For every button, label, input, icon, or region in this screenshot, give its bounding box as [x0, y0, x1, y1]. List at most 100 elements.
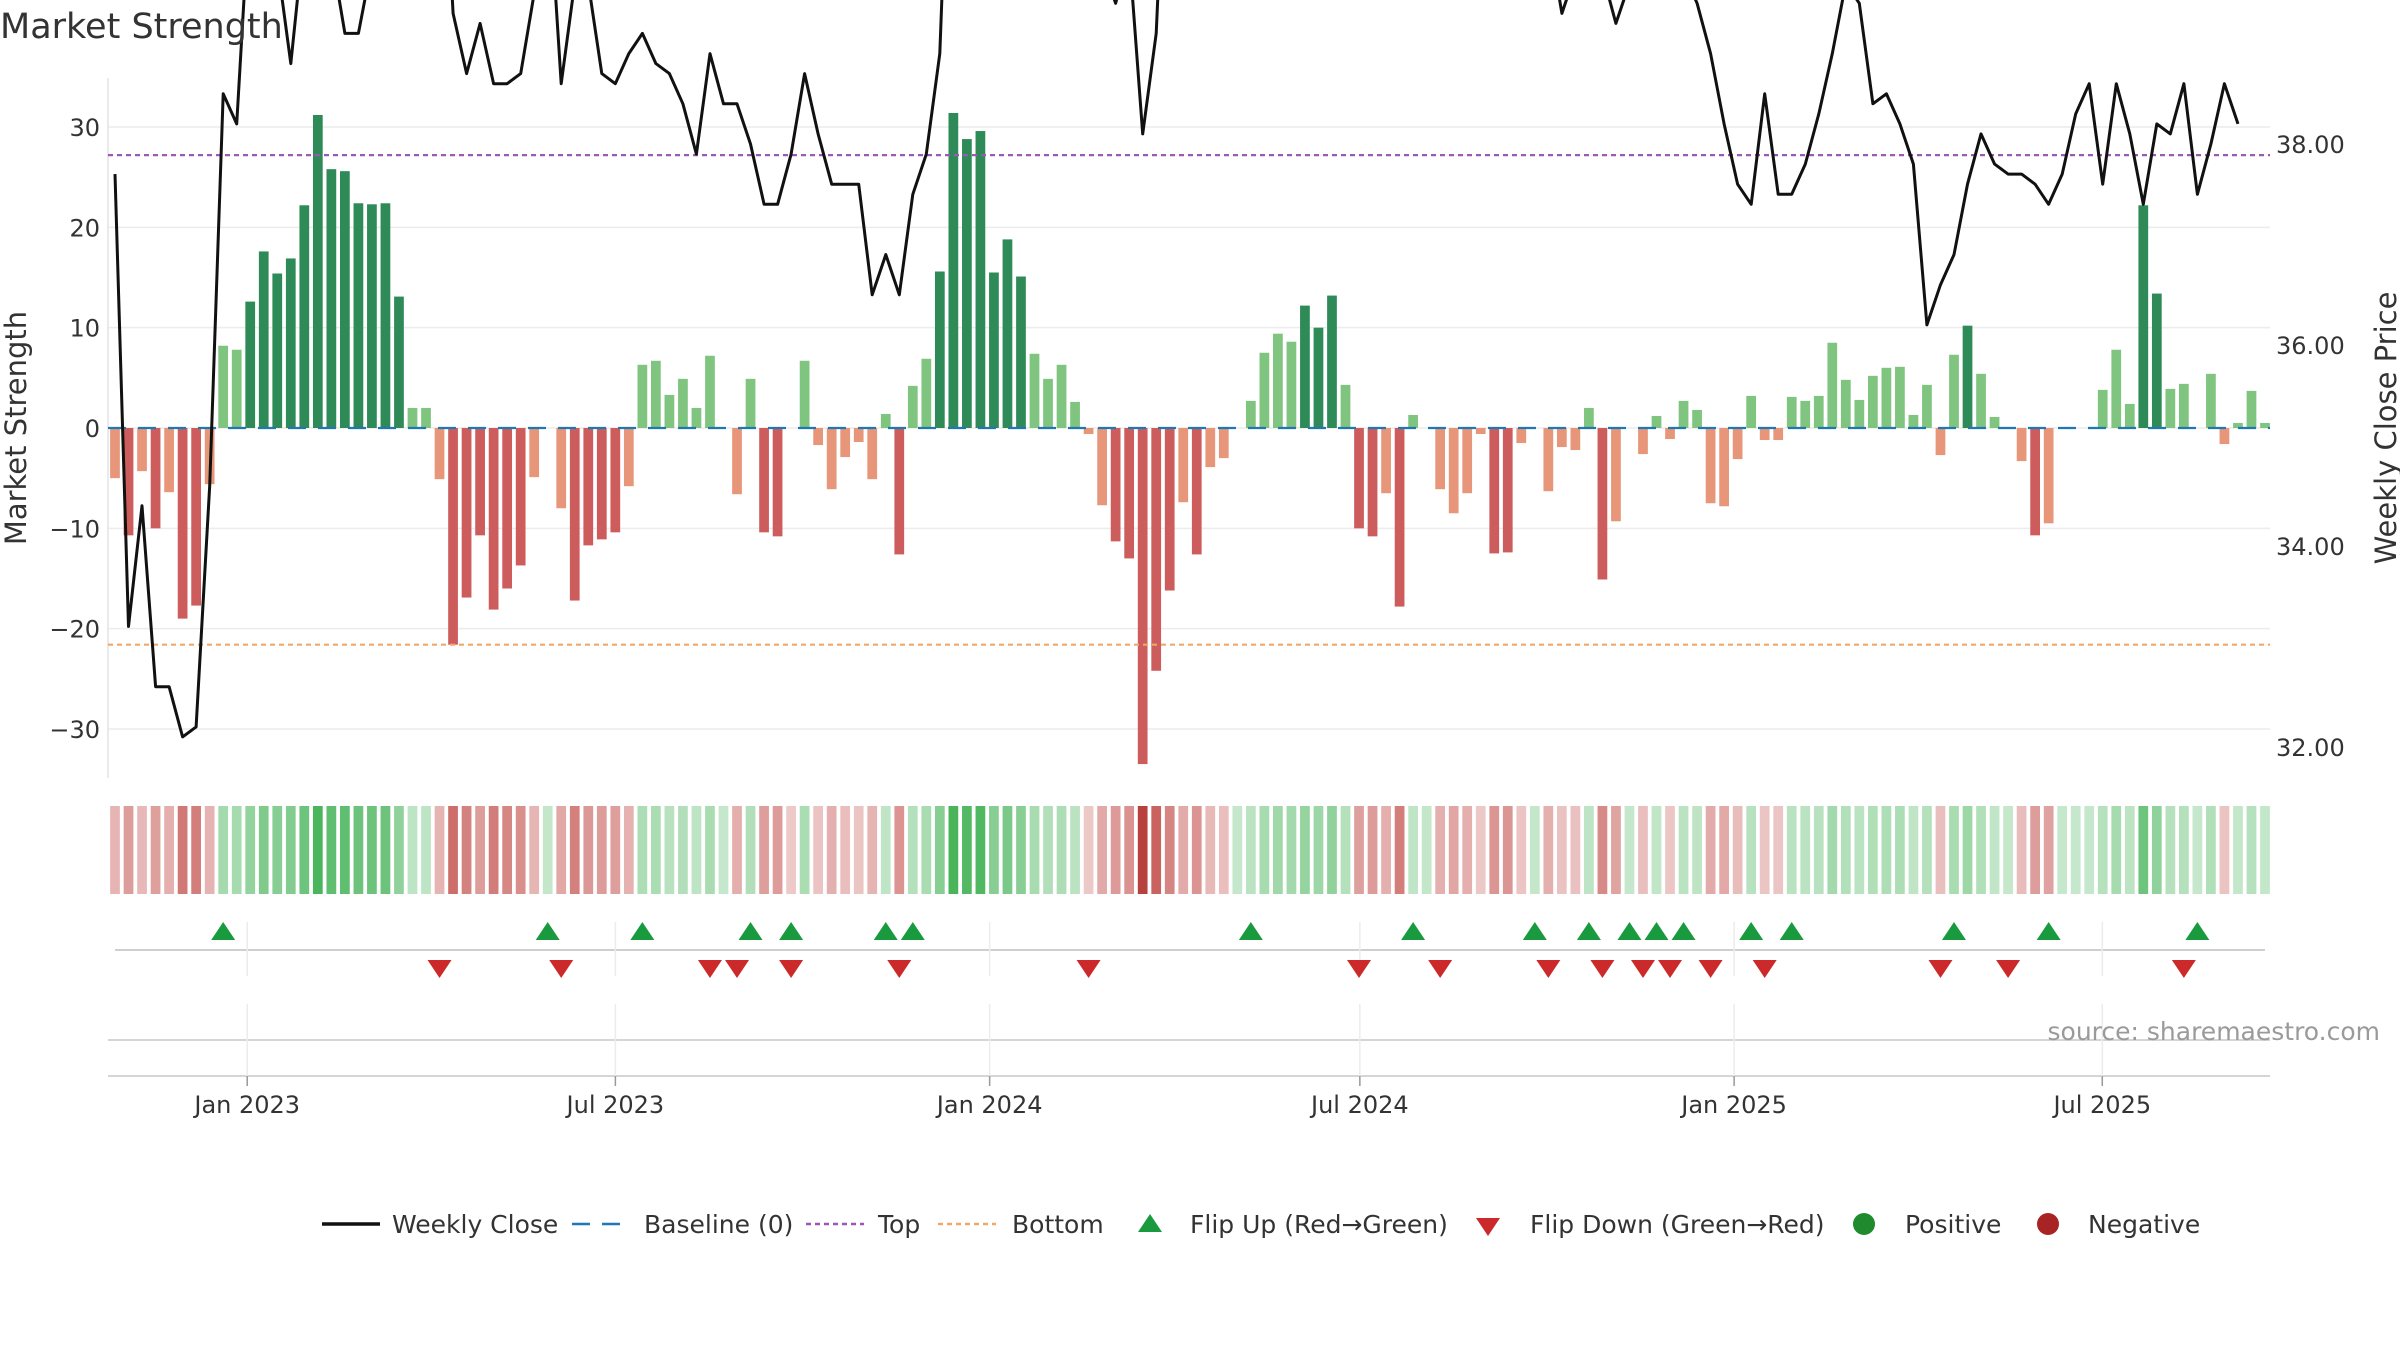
strip-cell	[542, 806, 553, 894]
flip-up-marker	[1941, 922, 1966, 940]
y2-tick-label: 36.00	[2276, 332, 2345, 360]
strip-cell	[299, 806, 310, 894]
strip-cell	[1083, 806, 1094, 894]
strength-bar	[434, 428, 445, 480]
x-tick-label: Jul 2023	[565, 1091, 665, 1119]
strength-bar	[272, 273, 283, 428]
y-tick-label: −30	[49, 716, 100, 744]
strength-bar	[2165, 388, 2176, 428]
strength-bar	[772, 428, 783, 537]
strip-cell	[1827, 806, 1838, 894]
strip-cell	[475, 806, 485, 894]
strip-cell	[1300, 806, 1310, 894]
strength-bar	[1651, 415, 1662, 428]
strength-bar	[1719, 428, 1729, 507]
strength-bar	[488, 428, 499, 610]
strength-bar	[894, 428, 905, 555]
strength-bar	[1286, 341, 1297, 428]
x-tick-label: Jan 2024	[935, 1091, 1043, 1119]
flip-up-marker	[1401, 922, 1426, 940]
y2-tick-label: 34.00	[2276, 533, 2345, 561]
strip-cell	[623, 806, 634, 894]
strength-bar	[1732, 428, 1743, 460]
strength-bar	[934, 271, 945, 428]
strength-bar	[1475, 428, 1486, 435]
strip-cell	[1435, 806, 1446, 894]
strength-bar	[1245, 400, 1256, 428]
strip-cell	[326, 806, 337, 894]
strip-cell	[1151, 806, 1162, 894]
strength-bar	[2246, 390, 2257, 428]
legend-label: Bottom	[1012, 1210, 1104, 1239]
strength-bar	[1746, 395, 1757, 428]
strip-cell	[502, 806, 513, 894]
strength-bar	[1678, 400, 1689, 428]
strip-cell	[1191, 806, 1202, 894]
strip-cell	[285, 806, 296, 894]
flip-up-marker	[1739, 922, 1764, 940]
strength-bar	[1408, 414, 1418, 428]
flip-down-marker	[887, 960, 912, 978]
strip-cell	[934, 806, 945, 894]
strength-bar	[1164, 428, 1175, 591]
strip-cell	[637, 806, 648, 894]
strength-bar	[1367, 428, 1378, 537]
strip-cell	[799, 806, 810, 894]
legend-label: Flip Up (Red→Green)	[1190, 1210, 1448, 1239]
strength-bar	[340, 171, 350, 428]
strip-cell	[1043, 806, 1053, 894]
strength-bar	[2124, 403, 2135, 428]
strength-bar	[258, 251, 269, 428]
strength-bar	[123, 428, 134, 536]
strip-cell	[2246, 806, 2257, 894]
strip-cell	[556, 806, 567, 894]
strength-heat-strip	[110, 806, 2270, 894]
strip-cell	[907, 806, 918, 894]
strip-cell	[596, 806, 607, 894]
strip-cell	[1881, 806, 1892, 894]
date-axis: Jan 2023 Jul 2023 Jan 2024 Jul 2024 Jan 2025…	[108, 1004, 2270, 1119]
chart-title: Market Strength	[0, 7, 283, 47]
flip-down-marker	[697, 960, 722, 978]
strength-bar	[1516, 428, 1527, 444]
strength-bar	[1002, 239, 1013, 428]
strip-cell	[1867, 806, 1878, 894]
strength-bar	[461, 428, 472, 598]
strip-cell	[1705, 806, 1716, 894]
flip-down-marker	[1996, 960, 2021, 978]
flip-down-marker	[427, 960, 452, 978]
strength-bar	[2219, 428, 2230, 445]
strength-bar	[2016, 428, 2027, 462]
strength-bar	[380, 203, 391, 428]
legend: Weekly Close Baseline (0) Top Bottom Flip Up…	[322, 1210, 2200, 1239]
flip-up-marker	[1644, 922, 1669, 940]
strength-bar	[448, 428, 458, 645]
strip-cell	[2233, 806, 2243, 894]
strip-cell	[880, 806, 891, 894]
strip-cell	[448, 806, 458, 894]
strength-bar	[1773, 428, 1784, 441]
strip-cell	[718, 806, 729, 894]
strip-cell	[1976, 806, 1986, 894]
flip-down-marker	[1347, 960, 1372, 978]
strength-bar	[1016, 276, 1026, 428]
strength-bar	[1840, 379, 1851, 428]
strip-cell	[1935, 806, 1946, 894]
strip-cell	[569, 806, 580, 894]
y-tick-label: 30	[69, 114, 100, 142]
strength-bar	[1597, 428, 1608, 580]
strength-bar	[1989, 416, 2000, 428]
strip-cell	[272, 806, 283, 894]
strength-bar	[1705, 428, 1716, 504]
strip-cell	[691, 806, 702, 894]
strength-bar	[1218, 428, 1229, 459]
strip-cell	[1611, 806, 1621, 894]
strength-bar	[1611, 428, 1621, 522]
strength-bar	[2097, 389, 2108, 428]
strength-bar	[529, 428, 540, 478]
strip-cell	[1543, 806, 1554, 894]
flip-up-marker	[873, 922, 898, 940]
strength-bar	[691, 407, 702, 428]
flip-up-marker	[1779, 922, 1804, 940]
